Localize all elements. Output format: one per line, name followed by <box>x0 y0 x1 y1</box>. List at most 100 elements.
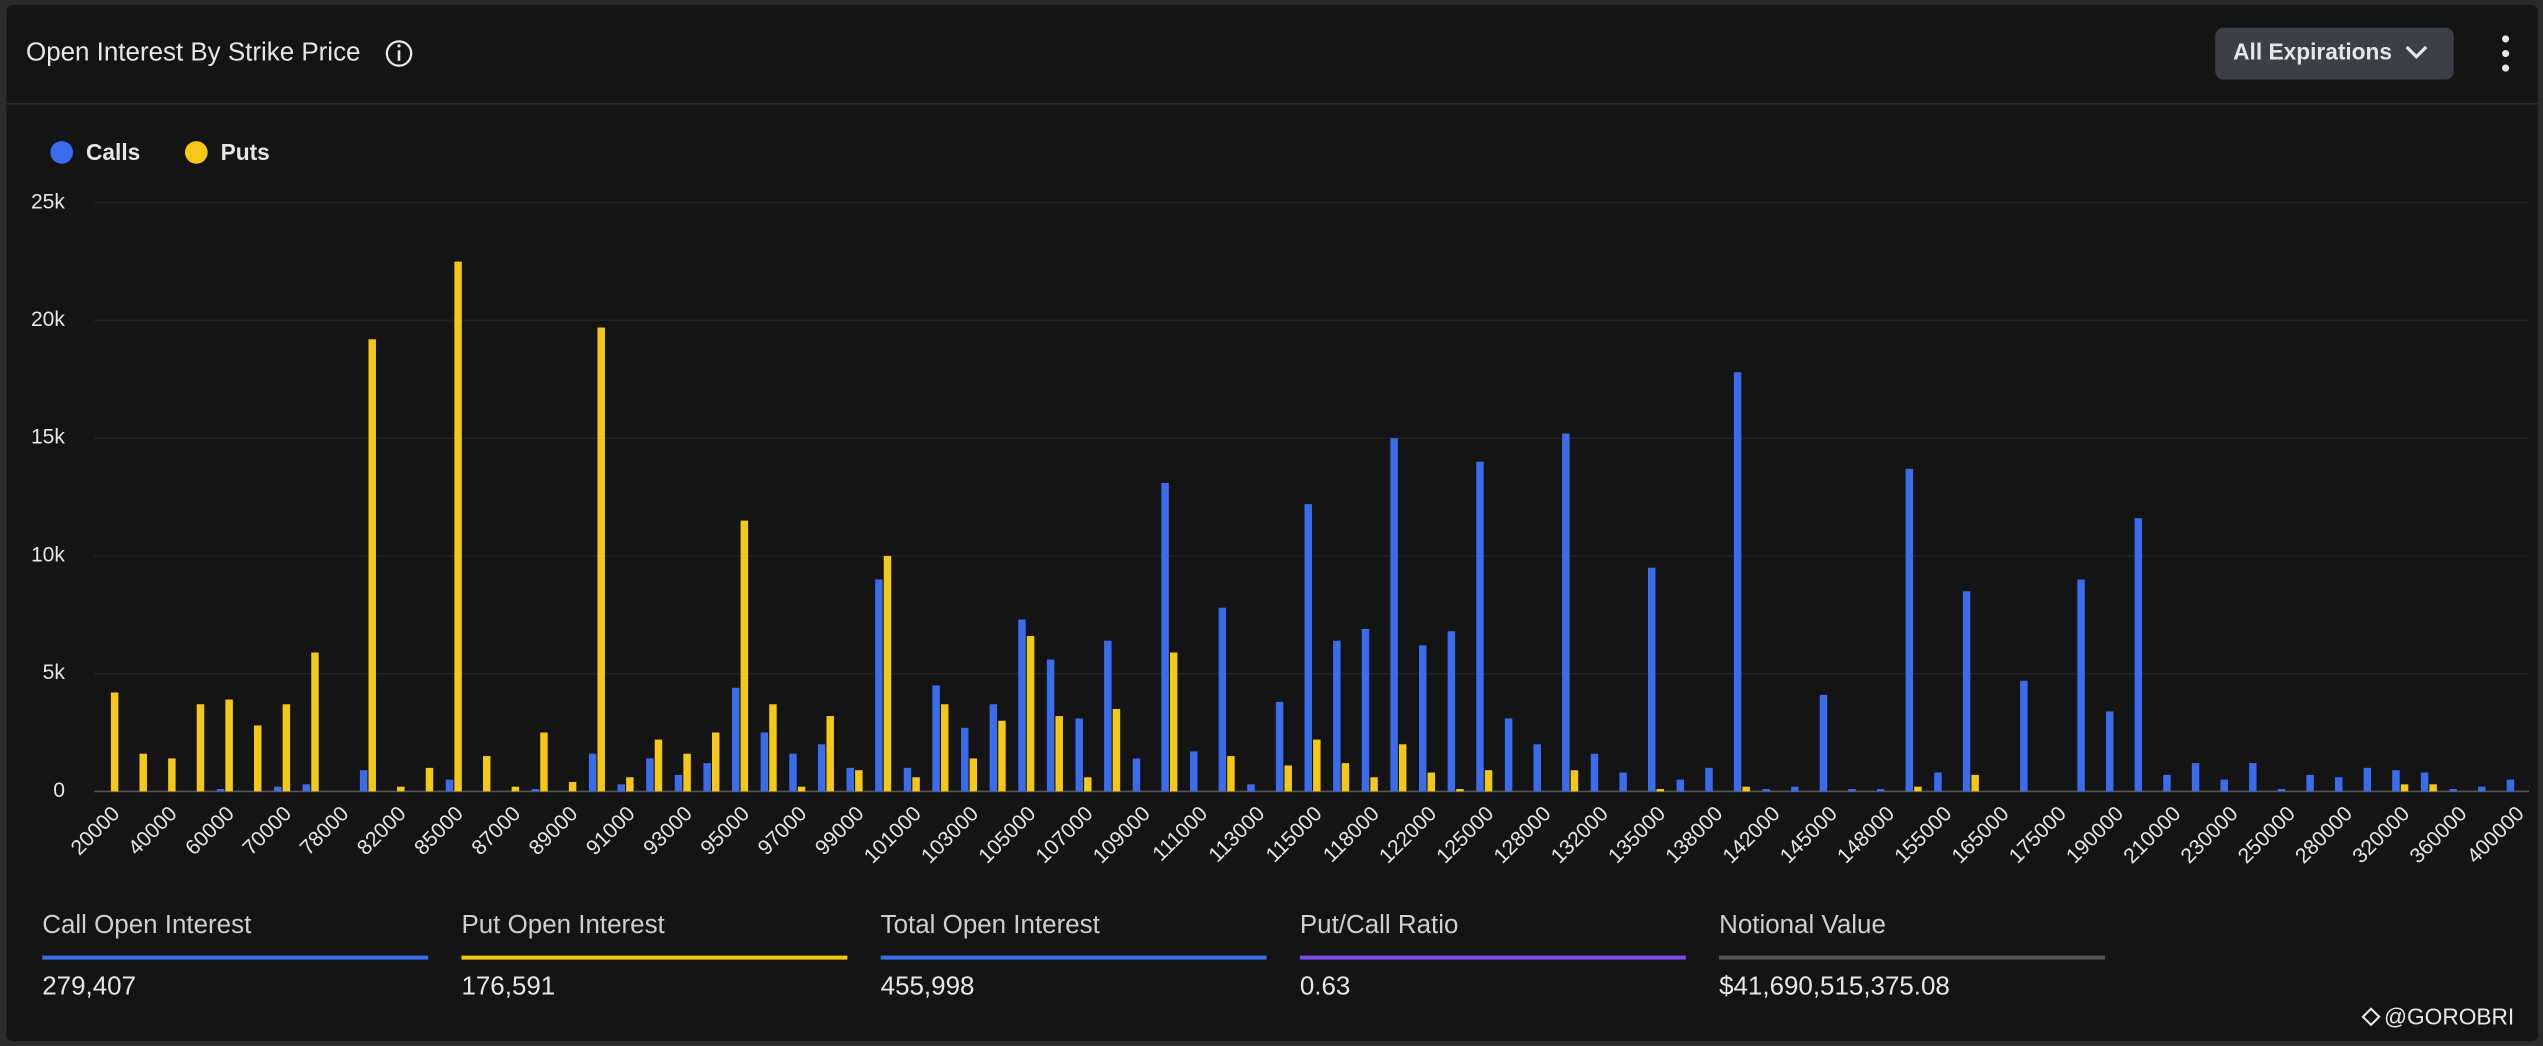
bar <box>1018 619 1026 792</box>
bar <box>2449 789 2457 792</box>
bar <box>1026 635 1035 792</box>
bar <box>1055 716 1063 792</box>
bar <box>2363 767 2372 792</box>
more-menu[interactable] <box>2502 35 2510 72</box>
bar <box>711 732 720 792</box>
bar <box>1427 772 1436 792</box>
bar <box>254 725 262 792</box>
bar <box>2400 784 2409 792</box>
bar <box>1370 777 1378 792</box>
bar <box>110 692 119 792</box>
bar <box>2249 763 2257 792</box>
bar <box>2392 770 2400 792</box>
bar <box>903 767 912 792</box>
bar <box>2506 779 2515 792</box>
bar <box>654 739 663 792</box>
bar <box>274 786 282 792</box>
legend-label: Puts <box>221 139 270 165</box>
info-icon[interactable] <box>385 40 413 67</box>
bar <box>568 781 577 792</box>
bar <box>1791 786 1799 792</box>
expiration-dropdown[interactable]: All Expirations <box>2215 27 2454 80</box>
bar <box>1304 504 1312 792</box>
bar <box>282 704 291 792</box>
legend-label: Calls <box>86 139 140 165</box>
y-tick-label: 0 <box>53 779 65 802</box>
bar <box>969 758 978 792</box>
bar <box>1161 482 1169 792</box>
bar <box>1132 758 1141 792</box>
bar <box>2163 774 2171 792</box>
bar <box>1905 468 1914 792</box>
bar <box>1733 372 1742 792</box>
dropdown-label[interactable]: All Expirations <box>2233 39 2392 65</box>
bar <box>540 732 548 792</box>
bar <box>932 685 940 792</box>
bar <box>425 767 434 792</box>
bar <box>1418 645 1427 792</box>
bar <box>511 786 520 792</box>
bar <box>760 732 769 792</box>
stat-value: 279,407 <box>42 972 136 1000</box>
bar <box>646 758 654 792</box>
bar <box>1762 789 1770 792</box>
bar <box>1169 652 1178 792</box>
bar <box>1046 659 1055 792</box>
bar <box>2334 777 2343 792</box>
bar <box>2020 680 2028 792</box>
watermark-text: @GOROBRI <box>2384 1003 2514 1029</box>
legend-swatch <box>184 141 208 164</box>
stat-label: Call Open Interest <box>42 911 252 939</box>
bar <box>1962 591 1971 792</box>
bar <box>1104 640 1112 792</box>
bar <box>1705 767 1713 792</box>
bar <box>817 744 826 792</box>
bar <box>1619 772 1627 792</box>
bar <box>1562 433 1570 792</box>
y-tick-label: 5k <box>43 661 66 684</box>
bar <box>2220 779 2228 792</box>
bar <box>1971 774 1979 792</box>
stat-label: Put Open Interest <box>461 911 665 939</box>
bar <box>1484 770 1493 792</box>
bar <box>789 753 797 792</box>
bar <box>302 784 311 792</box>
bar <box>1848 789 1856 792</box>
bar <box>2420 772 2429 792</box>
bar <box>1742 786 1750 792</box>
stat-value: 176,591 <box>461 972 555 1000</box>
bar <box>1456 789 1464 792</box>
y-tick-label: 25k <box>31 190 65 213</box>
bar <box>139 753 147 792</box>
stat-value: 455,998 <box>881 972 975 1000</box>
bar <box>1247 784 1255 792</box>
bar <box>1398 744 1407 792</box>
bar <box>846 767 854 792</box>
panel-title: Open Interest By Strike Price <box>26 38 360 66</box>
bar <box>2191 763 2200 792</box>
watermark: @GOROBRI <box>2361 1003 2514 1029</box>
bar <box>674 774 683 792</box>
bar <box>1533 744 1541 792</box>
bar <box>1341 763 1350 792</box>
bar <box>1084 777 1092 792</box>
bar <box>740 520 749 792</box>
stat-value: $41,690,515,375.08 <box>1719 972 1950 1000</box>
bar <box>797 786 806 792</box>
bar <box>225 699 233 792</box>
stat-label: Put/Call Ratio <box>1300 911 1459 939</box>
bar <box>1218 607 1227 792</box>
bar <box>2478 786 2486 792</box>
stat-value: 0.63 <box>1300 972 1350 1000</box>
stat-label: Total Open Interest <box>881 911 1101 939</box>
bar <box>531 789 540 792</box>
bar <box>1447 631 1456 792</box>
bar <box>912 777 920 792</box>
bar <box>1227 756 1235 792</box>
bar <box>1934 772 1942 792</box>
bar <box>588 753 597 792</box>
y-tick-label: 20k <box>31 308 65 331</box>
y-tick-label: 15k <box>31 426 65 449</box>
stat-label: Notional Value <box>1719 911 1886 939</box>
